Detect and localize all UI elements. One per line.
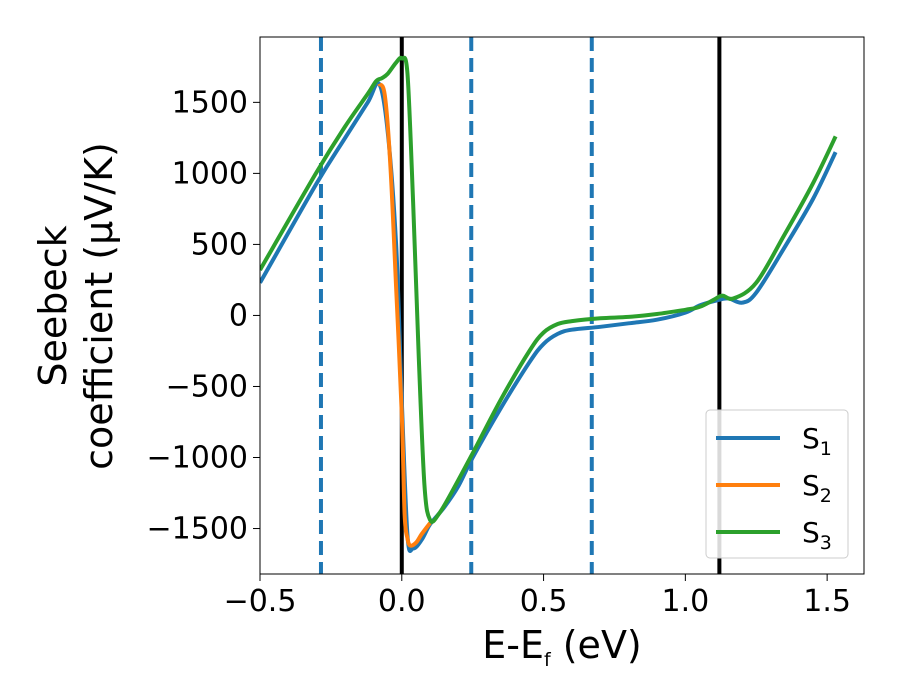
y-axis-title-line-1: Seebeck (31, 225, 75, 386)
y-axis-ticks: −1500 −1000 −500 0 500 1000 1500 (147, 85, 260, 547)
series-lines (260, 55, 838, 553)
y-tick-label: 1500 (172, 85, 248, 120)
x-tick-label: 1.0 (661, 584, 709, 619)
x-tick-label: −0.5 (224, 584, 297, 619)
y-tick-label: 500 (191, 227, 248, 262)
legend-label-S1: S1 (802, 422, 832, 460)
x-tick-label: 1.5 (803, 584, 851, 619)
series-line-S3 (260, 55, 838, 524)
y-tick-label: −1000 (147, 441, 248, 476)
legend-label-S3: S3 (802, 516, 832, 554)
series-line-S2 (377, 82, 432, 548)
x-axis-ticks: −0.5 0.0 0.5 1.0 1.5 (224, 574, 851, 619)
y-tick-label: −1500 (147, 512, 248, 547)
plot-frame (259, 36, 865, 575)
x-axis-title: E-Ef (eV) (482, 623, 642, 671)
y-tick-label: −500 (166, 369, 248, 404)
x-tick-label: 0.5 (520, 584, 568, 619)
y-axis-title-line-2: coefficient (μV/K) (77, 142, 121, 470)
legend: S1 S2 S3 (705, 409, 849, 559)
x-tick-label: 0.0 (378, 584, 426, 619)
y-tick-label: 1000 (172, 156, 248, 191)
legend-label-S2: S2 (802, 469, 832, 507)
y-tick-label: 0 (229, 298, 248, 333)
